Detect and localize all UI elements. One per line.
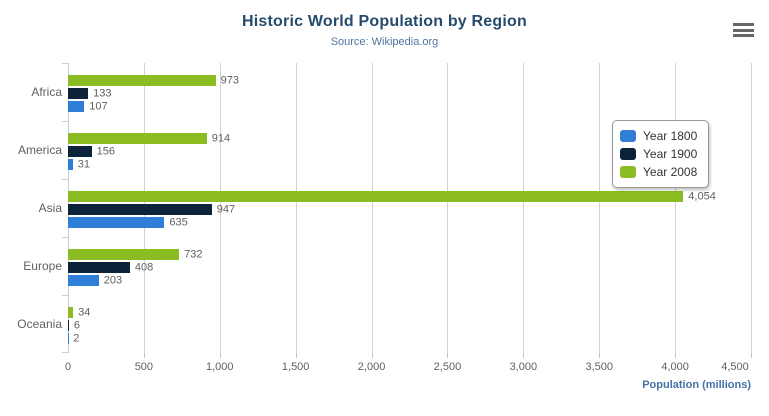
legend-label: Year 2008 (643, 165, 698, 179)
gridline (751, 63, 752, 353)
legend: Year 1800 Year 1900 Year 2008 (612, 120, 710, 188)
x-axis-tick (599, 353, 601, 358)
legend-swatch-icon (620, 130, 636, 142)
legend-swatch-icon (620, 166, 636, 178)
category-axis-tick (62, 63, 68, 64)
x-axis-tick (523, 353, 525, 358)
gridline (523, 63, 525, 353)
gridline (371, 63, 373, 353)
x-axis-title: Population (millions) (642, 379, 751, 391)
bar-america-year-1800[interactable]: 31 (68, 159, 90, 170)
bar-europe-year-1900[interactable]: 408 (68, 262, 153, 273)
category-axis-tick (62, 179, 68, 180)
context-menu-button[interactable] (733, 23, 754, 37)
category-band-america: 914 156 31 (68, 121, 751, 179)
category-label-europe: Europe (23, 259, 62, 273)
category-band-oceania: 34 6 2 (68, 295, 751, 353)
bar-value-label: 133 (93, 87, 112, 99)
x-axis-tick-label: 2,500 (433, 361, 462, 373)
gridline (675, 63, 677, 353)
x-axis-tick (447, 353, 449, 358)
bar-value-label: 914 (211, 132, 231, 144)
x-axis-tick (143, 353, 145, 358)
category-band-europe: 732 408 203 (68, 237, 751, 295)
x-axis-tick (219, 353, 221, 358)
hamburger-icon (733, 34, 754, 37)
category-axis-tick (62, 352, 68, 353)
x-axis-tick (675, 353, 677, 358)
hamburger-icon (733, 23, 754, 26)
bar-value-label: 34 (78, 306, 91, 318)
bar-oceania-year-2008[interactable]: 34 (68, 307, 90, 318)
gridline (447, 63, 449, 353)
x-axis-tick-label: 4,000 (661, 361, 689, 373)
legend-item-year-2008[interactable]: Year 2008 (620, 163, 697, 181)
bar-value-label: 635 (169, 216, 188, 228)
chart-subtitle: Source: Wikipedia.org (330, 36, 439, 48)
bar-oceania-year-1900[interactable]: 6 (68, 320, 80, 331)
plot-area: 973 133 107 914 156 31 4,054 947 635 732 408 203 34 6… (62, 63, 752, 358)
hamburger-icon (733, 28, 754, 32)
legend-label: Year 1900 (643, 147, 698, 161)
bar-asia-year-2008[interactable]: 4,054 (68, 191, 716, 202)
x-axis-tick-label: 2,000 (357, 361, 386, 373)
bar-africa-year-1900[interactable]: 133 (68, 88, 112, 99)
bar-america-year-2008[interactable]: 914 (68, 133, 230, 144)
bar-value-label: 408 (134, 261, 154, 273)
bar-asia-year-1800[interactable]: 635 (68, 217, 188, 228)
bar-africa-year-2008[interactable]: 973 (68, 75, 239, 86)
bar-europe-year-2008[interactable]: 732 (68, 249, 202, 260)
x-axis-tick-label: 3,000 (509, 361, 538, 373)
chart-title: Historic World Population by Region (242, 13, 527, 30)
bar-value-label: 31 (77, 158, 90, 170)
bar-value-label: 732 (184, 248, 203, 260)
x-axis-tick-label: 4,500 (721, 361, 749, 373)
category-label-america: America (17, 143, 62, 157)
x-axis-tick-label: 1,500 (281, 361, 310, 373)
bar-america-year-1900[interactable]: 156 (68, 146, 115, 157)
legend-item-year-1900[interactable]: Year 1900 (620, 145, 697, 163)
category-axis-tick (62, 237, 68, 238)
category-label-oceania: Oceania (17, 317, 62, 331)
x-axis-tick-label: 0 (64, 361, 72, 373)
gridline (599, 63, 601, 353)
bar-value-label: 6 (73, 319, 81, 331)
bar-europe-year-1800[interactable]: 203 (68, 275, 122, 286)
bar-value-label: 203 (103, 274, 123, 286)
category-label-africa: Africa (31, 85, 62, 99)
bar-value-label: 947 (216, 203, 236, 215)
category-axis-tick (62, 121, 68, 122)
gridline (295, 63, 297, 353)
category-band-asia: 4,054 947 635 (68, 179, 751, 237)
x-axis-tick (371, 353, 373, 358)
x-axis-tick (295, 353, 297, 358)
bar-value-label: 2 (73, 332, 80, 344)
bar-asia-year-1900[interactable]: 947 (68, 204, 235, 215)
category-label-asia: Asia (38, 201, 62, 215)
x-axis-tick-label: 3,500 (585, 361, 613, 373)
bar-value-label: 107 (89, 100, 108, 112)
legend-swatch-icon (620, 148, 636, 160)
gridline (219, 63, 221, 353)
x-axis-tick-label: 1,000 (206, 361, 234, 373)
legend-label: Year 1800 (643, 129, 698, 143)
bar-value-label: 4,054 (688, 190, 716, 202)
legend-item-year-1800[interactable]: Year 1800 (620, 127, 697, 145)
x-axis-tick-label: 500 (134, 361, 154, 373)
bar-africa-year-1800[interactable]: 107 (68, 101, 108, 112)
bar-value-label: 156 (96, 145, 116, 157)
bar-value-label: 973 (220, 74, 240, 86)
x-axis-tick (751, 353, 752, 358)
category-band-africa: 973 133 107 (68, 63, 751, 121)
category-axis-tick (62, 295, 68, 296)
